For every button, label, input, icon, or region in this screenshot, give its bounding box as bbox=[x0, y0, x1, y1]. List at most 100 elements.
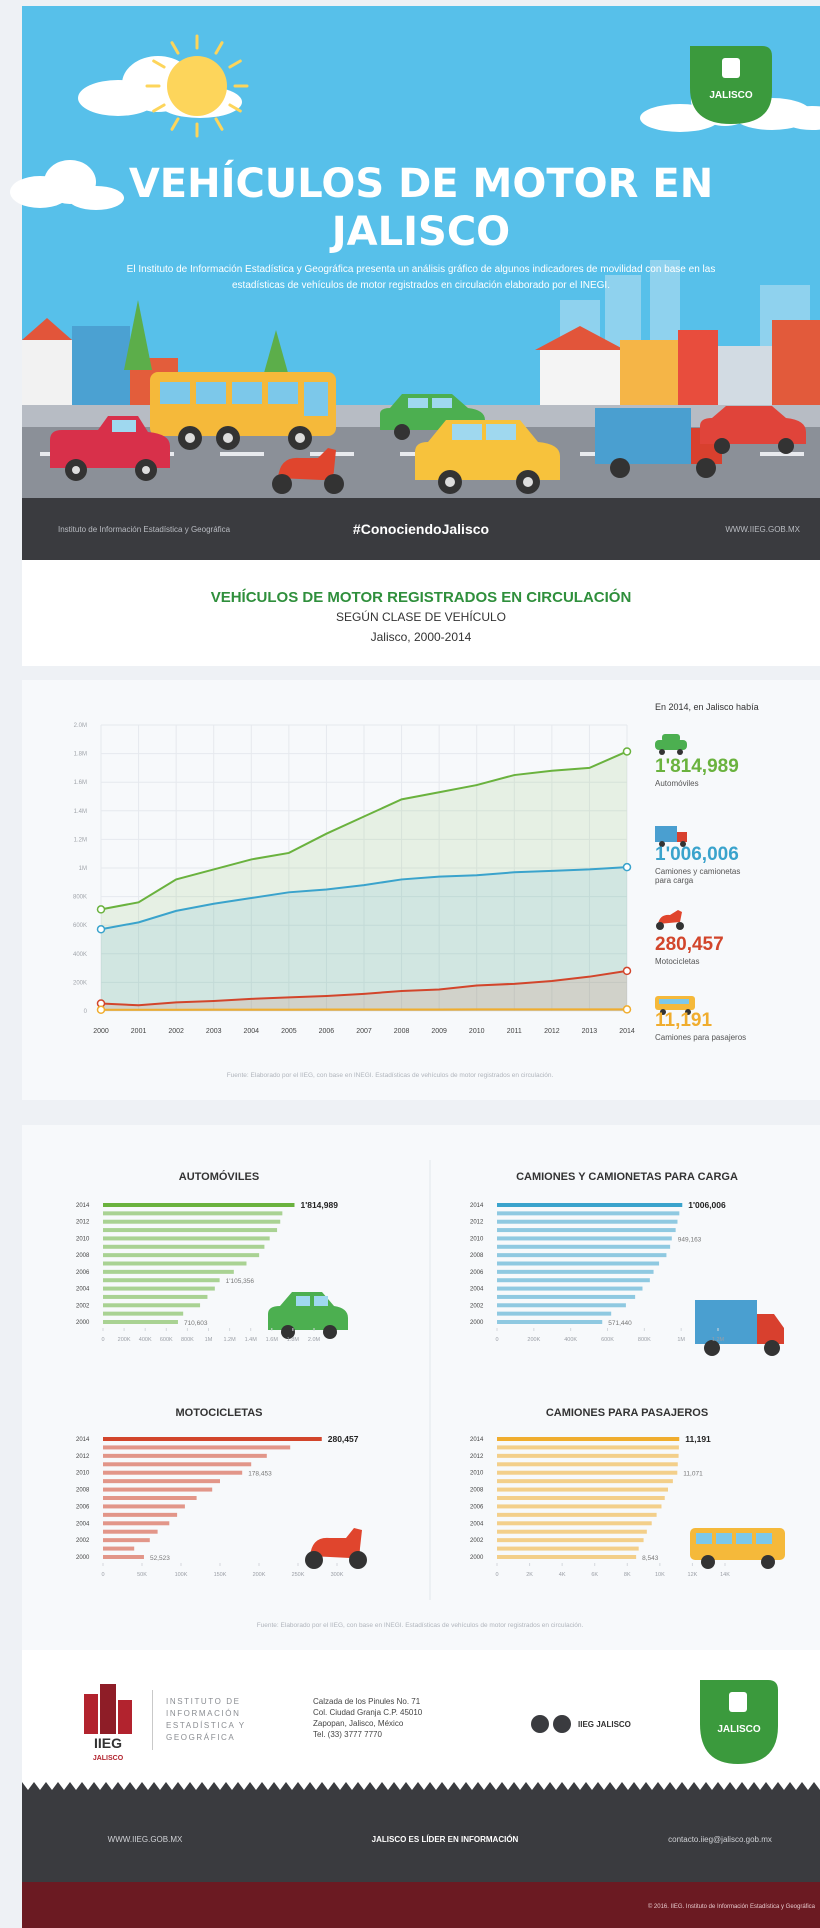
chart-title: CAMIONES PARA PASAJEROS bbox=[546, 1407, 708, 1419]
x-tick-label: 250K bbox=[292, 1572, 305, 1578]
x-tick-label: 4K bbox=[559, 1572, 566, 1578]
bar bbox=[103, 1462, 251, 1466]
bar bbox=[103, 1287, 215, 1291]
y-tick-label: 1.2M bbox=[74, 837, 87, 843]
y-tick-label: 200K bbox=[73, 980, 87, 986]
bar bbox=[103, 1228, 277, 1232]
truck-icon bbox=[764, 1340, 780, 1356]
y-tick-label: 2002 bbox=[470, 1538, 484, 1544]
buildings bbox=[678, 330, 718, 412]
address-line: Col. Ciudad Granja C.P. 45010 bbox=[313, 1707, 493, 1718]
x-tick-label: 1M bbox=[205, 1337, 213, 1343]
bar bbox=[497, 1245, 670, 1249]
x-tick-label: 400K bbox=[139, 1337, 152, 1343]
y-tick-label: 2008 bbox=[76, 1253, 90, 1259]
jalisco-logo bbox=[700, 1680, 778, 1764]
y-tick-label: 2014 bbox=[76, 1203, 90, 1209]
x-tick-label: 0 bbox=[101, 1572, 104, 1578]
value-label: 52,523 bbox=[150, 1555, 170, 1562]
legend-label: Automóviles bbox=[655, 779, 751, 788]
address-line: Calzada de los Pinules No. 71 bbox=[313, 1696, 493, 1707]
y-tick-label: 2004 bbox=[76, 1521, 90, 1527]
y-tick-label: 2006 bbox=[76, 1270, 90, 1276]
y-tick-label: 2000 bbox=[76, 1320, 90, 1326]
bar bbox=[497, 1479, 673, 1483]
bar bbox=[497, 1228, 676, 1232]
x-tick-label: 600K bbox=[160, 1337, 173, 1343]
y-tick-label: 2014 bbox=[470, 1437, 484, 1443]
bar bbox=[497, 1521, 652, 1525]
x-tick-label: 2003 bbox=[206, 1028, 222, 1035]
road-mark bbox=[220, 452, 264, 456]
pickup bbox=[112, 420, 136, 432]
truck bbox=[610, 458, 630, 478]
bar bbox=[103, 1245, 264, 1249]
x-tick-label: 1.8M bbox=[287, 1337, 300, 1343]
iieg-logo bbox=[118, 1700, 132, 1734]
truck bbox=[696, 458, 716, 478]
value-label: 949,163 bbox=[678, 1236, 702, 1243]
bar bbox=[103, 1454, 267, 1458]
legend-icon bbox=[677, 832, 687, 842]
legend-label: Camiones y camionetas para carga bbox=[655, 867, 751, 885]
y-tick-label: 2010 bbox=[470, 1236, 484, 1242]
chart-title: AUTOMÓVILES bbox=[179, 1170, 259, 1183]
car bbox=[394, 424, 410, 440]
bus bbox=[160, 382, 190, 404]
value-label: 571,440 bbox=[608, 1320, 632, 1327]
x-tick-label: 50K bbox=[137, 1572, 147, 1578]
y-tick-label: 1.6M bbox=[74, 780, 87, 786]
bar bbox=[103, 1479, 220, 1483]
bar bbox=[497, 1547, 639, 1551]
bar bbox=[103, 1312, 183, 1316]
car bbox=[432, 398, 452, 408]
bus-icon bbox=[761, 1555, 775, 1569]
x-tick-label: 2008 bbox=[394, 1028, 410, 1035]
bar bbox=[497, 1295, 635, 1299]
y-tick-label: 2002 bbox=[76, 1538, 90, 1544]
bar bbox=[103, 1220, 280, 1224]
jalisco-logo bbox=[690, 46, 772, 124]
x-tick-label: 2007 bbox=[356, 1028, 372, 1035]
bar bbox=[103, 1303, 200, 1307]
x-tick-label: 0 bbox=[495, 1572, 498, 1578]
value-label: 1'105,356 bbox=[226, 1278, 255, 1285]
main-title: VEHÍCULOS DE MOTOR EN JALISCO bbox=[111, 160, 731, 256]
bus bbox=[304, 382, 328, 416]
x-tick-label: 2010 bbox=[469, 1028, 485, 1035]
value-label: 710,603 bbox=[184, 1320, 208, 1327]
x-tick-label: 800K bbox=[181, 1337, 194, 1343]
social-handle: IIEG JALISCO bbox=[578, 1720, 631, 1729]
legend-icon bbox=[676, 922, 684, 930]
chart-title: CAMIONES Y CAMIONETAS PARA CARGA bbox=[516, 1171, 738, 1183]
y-tick-label: 800K bbox=[73, 895, 87, 901]
car bbox=[408, 398, 428, 408]
x-tick-label: 200K bbox=[253, 1572, 266, 1578]
taxi bbox=[486, 424, 516, 440]
point bbox=[624, 748, 631, 755]
x-tick-label: 2.0M bbox=[308, 1337, 321, 1343]
y-tick-label: 2008 bbox=[470, 1488, 484, 1494]
logo-state: JALISCO bbox=[93, 1755, 124, 1762]
x-tick-label: 14K bbox=[720, 1572, 730, 1578]
value-label: 1'814,989 bbox=[300, 1200, 338, 1210]
legend-title: En 2014, en Jalisco había bbox=[655, 702, 805, 712]
x-tick-label: 1.6M bbox=[266, 1337, 279, 1343]
x-tick-label: 2012 bbox=[544, 1028, 560, 1035]
bar bbox=[497, 1320, 602, 1324]
bar bbox=[103, 1530, 158, 1534]
pickup bbox=[142, 466, 150, 474]
bar bbox=[497, 1462, 678, 1466]
bar bbox=[497, 1278, 650, 1282]
y-tick-label: 1.4M bbox=[74, 809, 87, 815]
bar bbox=[497, 1471, 677, 1475]
x-tick-label: 2006 bbox=[319, 1028, 335, 1035]
bus bbox=[223, 433, 233, 443]
hashtag: #ConociendoJalisco bbox=[353, 521, 489, 537]
x-tick-label: 2009 bbox=[431, 1028, 447, 1035]
bus-icon bbox=[736, 1533, 752, 1544]
bar bbox=[497, 1253, 666, 1257]
x-tick-label: 2011 bbox=[507, 1028, 522, 1035]
car bbox=[778, 438, 794, 454]
